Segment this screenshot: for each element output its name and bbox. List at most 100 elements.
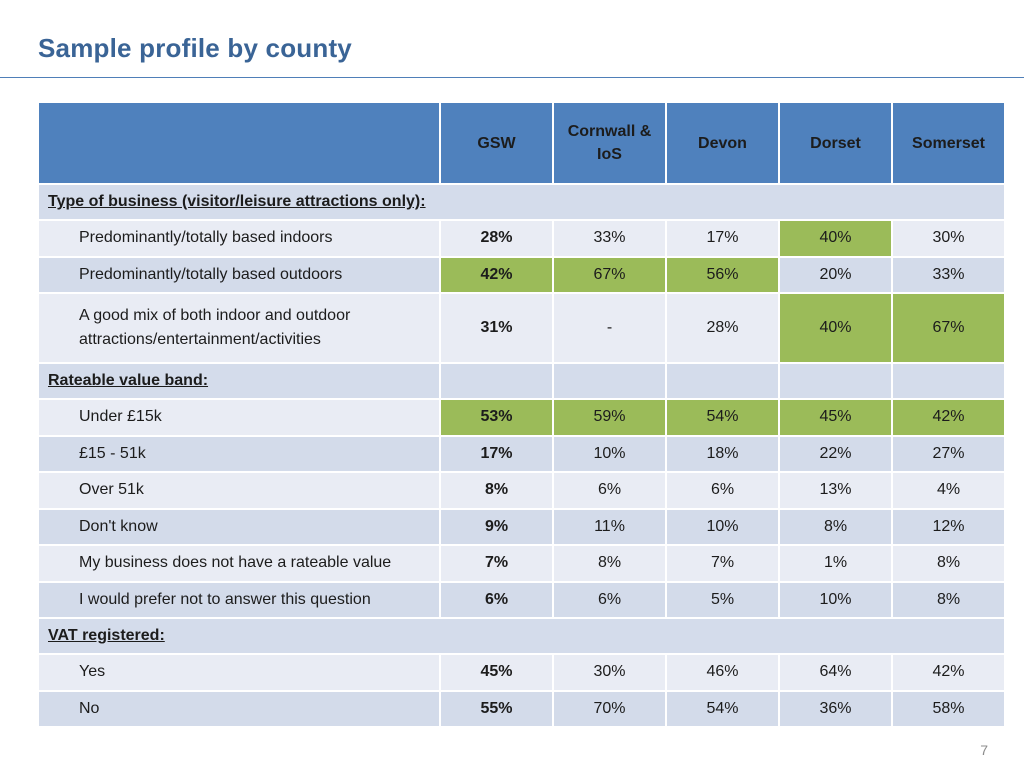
cell-somerset: 27%: [891, 434, 1006, 473]
table-header-row: GSW Cornwall & IoS Devon Dorset Somerset: [37, 101, 1006, 185]
cell-cornwall: 33%: [552, 219, 667, 258]
row-label: My business does not have a rateable val…: [37, 544, 441, 583]
table-row: Under £15k 53% 59% 54% 45% 42%: [37, 398, 1006, 437]
cell-devon: 18%: [665, 434, 780, 473]
cell-gsw: 9%: [439, 507, 554, 546]
cell-somerset: 58%: [891, 689, 1006, 728]
section-cell: [891, 362, 1006, 400]
row-label: Predominantly/totally based indoors: [37, 219, 441, 258]
section-row: VAT registered:: [37, 617, 1006, 655]
table-row: I would prefer not to answer this questi…: [37, 580, 1006, 619]
cell-somerset: 8%: [891, 580, 1006, 619]
header-cornwall: Cornwall & IoS: [552, 101, 667, 185]
header-gsw: GSW: [439, 101, 554, 185]
section-label: Type of business (visitor/leisure attrac…: [37, 183, 1006, 221]
section-label: VAT registered:: [37, 617, 1006, 655]
cell-gsw: 7%: [439, 544, 554, 583]
cell-cornwall: 70%: [552, 689, 667, 728]
cell-gsw: 42%: [439, 255, 554, 294]
header-blank: [37, 101, 441, 185]
cell-dorset: 8%: [778, 507, 893, 546]
cell-devon: 46%: [665, 653, 780, 692]
cell-gsw: 31%: [439, 292, 554, 364]
table-row: Don't know 9% 11% 10% 8% 12%: [37, 507, 1006, 546]
cell-devon: 54%: [665, 398, 780, 437]
cell-dorset: 36%: [778, 689, 893, 728]
cell-cornwall: 59%: [552, 398, 667, 437]
table-row: Predominantly/totally based outdoors 42% 6…: [37, 255, 1006, 294]
section-row: Rateable value band:: [37, 362, 1006, 400]
cell-dorset: 13%: [778, 471, 893, 510]
section-label: Rateable value band:: [37, 362, 441, 400]
cell-gsw: 28%: [439, 219, 554, 258]
cell-cornwall: -: [552, 292, 667, 364]
row-label: No: [37, 689, 441, 728]
row-label: Yes: [37, 653, 441, 692]
row-label: Under £15k: [37, 398, 441, 437]
header-devon: Devon: [665, 101, 780, 185]
cell-somerset: 42%: [891, 653, 1006, 692]
cell-dorset: 40%: [778, 219, 893, 258]
cell-dorset: 1%: [778, 544, 893, 583]
row-label: Don't know: [37, 507, 441, 546]
table-row: No 55% 70% 54% 36% 58%: [37, 689, 1006, 728]
header-dorset: Dorset: [778, 101, 893, 185]
section-cell: [439, 362, 554, 400]
cell-cornwall: 30%: [552, 653, 667, 692]
cell-gsw: 6%: [439, 580, 554, 619]
slide-title: Sample profile by county: [38, 33, 352, 63]
cell-dorset: 45%: [778, 398, 893, 437]
cell-cornwall: 67%: [552, 255, 667, 294]
cell-somerset: 67%: [891, 292, 1006, 364]
cell-devon: 10%: [665, 507, 780, 546]
cell-devon: 6%: [665, 471, 780, 510]
row-label: Predominantly/totally based outdoors: [37, 255, 441, 294]
cell-somerset: 33%: [891, 255, 1006, 294]
cell-somerset: 12%: [891, 507, 1006, 546]
title-divider: [0, 77, 1024, 78]
cell-dorset: 22%: [778, 434, 893, 473]
cell-cornwall: 10%: [552, 434, 667, 473]
table-row: Yes 45% 30% 46% 64% 42%: [37, 653, 1006, 692]
page-number: 7: [980, 742, 988, 758]
cell-dorset: 64%: [778, 653, 893, 692]
section-cell: [552, 362, 667, 400]
table-row: Over 51k 8% 6% 6% 13% 4%: [37, 471, 1006, 510]
cell-cornwall: 6%: [552, 471, 667, 510]
cell-gsw: 55%: [439, 689, 554, 728]
header-somerset: Somerset: [891, 101, 1006, 185]
cell-cornwall: 6%: [552, 580, 667, 619]
cell-devon: 17%: [665, 219, 780, 258]
section-row: Type of business (visitor/leisure attrac…: [37, 183, 1006, 221]
table-row: £15 - 51k 17% 10% 18% 22% 27%: [37, 434, 1006, 473]
row-label: £15 - 51k: [37, 434, 441, 473]
cell-somerset: 8%: [891, 544, 1006, 583]
cell-gsw: 17%: [439, 434, 554, 473]
cell-gsw: 53%: [439, 398, 554, 437]
cell-gsw: 8%: [439, 471, 554, 510]
row-label: Over 51k: [37, 471, 441, 510]
section-cell: [665, 362, 780, 400]
cell-devon: 28%: [665, 292, 780, 364]
cell-gsw: 45%: [439, 653, 554, 692]
table-body: Type of business (visitor/leisure attrac…: [37, 183, 1006, 728]
cell-dorset: 10%: [778, 580, 893, 619]
cell-devon: 56%: [665, 255, 780, 294]
row-label: A good mix of both indoor and outdoor at…: [37, 292, 441, 364]
cell-cornwall: 8%: [552, 544, 667, 583]
cell-dorset: 40%: [778, 292, 893, 364]
sample-profile-table: GSW Cornwall & IoS Devon Dorset Somerset…: [37, 101, 1006, 728]
cell-cornwall: 11%: [552, 507, 667, 546]
table-row: A good mix of both indoor and outdoor at…: [37, 292, 1006, 364]
cell-somerset: 30%: [891, 219, 1006, 258]
section-cell: [778, 362, 893, 400]
cell-devon: 54%: [665, 689, 780, 728]
table-row: My business does not have a rateable val…: [37, 544, 1006, 583]
cell-devon: 5%: [665, 580, 780, 619]
cell-devon: 7%: [665, 544, 780, 583]
cell-somerset: 42%: [891, 398, 1006, 437]
cell-somerset: 4%: [891, 471, 1006, 510]
row-label: I would prefer not to answer this questi…: [37, 580, 441, 619]
table-row: Predominantly/totally based indoors 28% 33…: [37, 219, 1006, 258]
cell-dorset: 20%: [778, 255, 893, 294]
